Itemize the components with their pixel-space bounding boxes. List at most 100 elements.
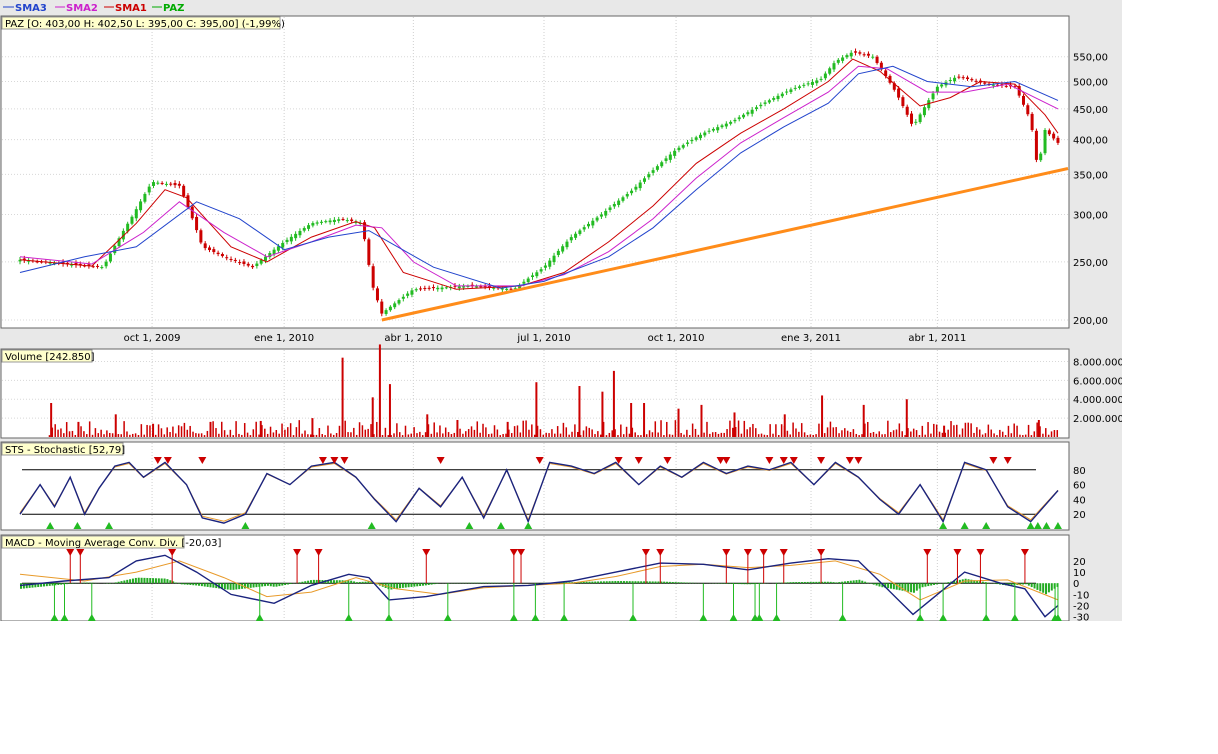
volume-bar (1004, 435, 1007, 437)
price-y-ticks: 200,00 250,00 300,00 350,00 400,00 450,00 500,… (1073, 53, 1108, 327)
legend-paz[interactable]: PAZ (163, 3, 184, 14)
candle-body (711, 128, 715, 131)
volume-bar (826, 427, 829, 437)
volume-bar (355, 434, 358, 437)
candle-body (410, 290, 414, 295)
macd-histogram-bar (786, 582, 789, 584)
candle-body (836, 59, 840, 63)
volume-bar (556, 426, 559, 437)
legend-sma2[interactable]: SMA2 (66, 3, 98, 14)
candle-body (587, 223, 591, 227)
candle-body (823, 73, 827, 79)
macd-histogram-bar (396, 583, 399, 589)
candle-body (345, 220, 349, 222)
volume-bar (568, 434, 570, 437)
macd-histogram-bar (884, 583, 887, 588)
candle-body (27, 260, 31, 262)
legend-sma3[interactable]: SMA3 (15, 3, 47, 14)
volume-bar (332, 434, 335, 437)
macd-histogram-bar (249, 583, 252, 588)
candle-body (983, 82, 987, 84)
volume-bar (694, 428, 697, 437)
macd-histogram-bar (42, 583, 45, 587)
candle-body (531, 275, 535, 278)
volume-bar (160, 428, 163, 437)
macd-histogram-bar (608, 581, 611, 584)
macd-histogram-bar (981, 581, 984, 584)
macd-histogram-bar (935, 583, 938, 585)
candle-body (332, 219, 336, 222)
volume-bar (404, 425, 407, 437)
volume-bar (841, 430, 843, 437)
macd-histogram-bar (835, 582, 838, 584)
candle-body (1017, 86, 1021, 96)
candle-body (462, 286, 466, 288)
macd-histogram-bar (904, 583, 907, 592)
volume-bar (86, 434, 88, 437)
volume-bar (312, 434, 315, 437)
volume-bar (981, 434, 984, 437)
candle-body (720, 125, 724, 128)
volume-bar (272, 432, 275, 437)
volume-bar (671, 434, 674, 437)
sell-marker (198, 457, 207, 464)
macd-histogram-bar (416, 583, 419, 587)
macd-histogram-bar (953, 581, 956, 584)
macd-histogram-bar (152, 578, 155, 584)
macd-histogram-bar (1039, 583, 1042, 592)
stochastic-y-ticks: 20 40 60 80 (1073, 466, 1086, 521)
candle-body (897, 88, 901, 98)
stochastic-grid (22, 443, 1036, 529)
macd-histogram-bar (1033, 583, 1036, 589)
volume-bar (703, 432, 705, 437)
candle-body (871, 56, 875, 58)
volume-bar (442, 433, 444, 437)
volume-bar (935, 424, 938, 437)
buy-marker (344, 614, 353, 621)
candle-body (126, 223, 130, 232)
macd-y-tick-label: -10 (1073, 590, 1089, 601)
macd-series (19, 549, 1062, 621)
sell-marker (163, 457, 172, 464)
volume-bar (284, 429, 286, 437)
macd-histogram-bar (350, 580, 353, 584)
volume-bar (433, 422, 435, 437)
candle-body (152, 182, 156, 186)
macd-histogram-bar (353, 581, 356, 584)
volume-bar (396, 423, 398, 437)
macd-histogram-bar (264, 583, 267, 587)
macd-histogram-bar (436, 583, 439, 584)
volume-spike (456, 420, 459, 437)
volume-bar (123, 421, 125, 437)
macd-histogram-bar (195, 583, 198, 586)
volume-bar (884, 434, 886, 437)
macd-histogram-bar (172, 581, 175, 584)
macd-histogram-bar (1010, 583, 1013, 586)
candle-body (612, 204, 616, 207)
buy-marker (982, 614, 991, 621)
volume-spike (77, 421, 80, 437)
macd-histogram-bar (485, 582, 488, 584)
volume-label-box (1, 349, 93, 363)
volume-bar (232, 435, 234, 437)
legend-sma1[interactable]: SMA1 (115, 3, 147, 14)
price-y-tick-label: 450,00 (1073, 105, 1108, 116)
candle-body (375, 288, 379, 301)
candle-body (690, 139, 694, 142)
macd-histogram-bar (223, 583, 226, 590)
volume-bar (54, 424, 56, 437)
macd-histogram-bar (421, 583, 424, 586)
candle-body (509, 288, 513, 290)
candle-body (905, 106, 909, 115)
macd-histogram-bar (895, 583, 898, 590)
candle-body (1026, 105, 1030, 115)
volume-bar (51, 427, 54, 437)
price-y-tick-label: 200,00 (1073, 316, 1108, 327)
volume-y-tick-label: 4.000.000 (1073, 395, 1122, 406)
candle-body (246, 263, 250, 266)
volume-bar (347, 432, 349, 437)
candle-body (436, 287, 440, 290)
volume-bar (83, 431, 85, 437)
volume-bar (970, 423, 972, 437)
candle-body (927, 100, 931, 109)
